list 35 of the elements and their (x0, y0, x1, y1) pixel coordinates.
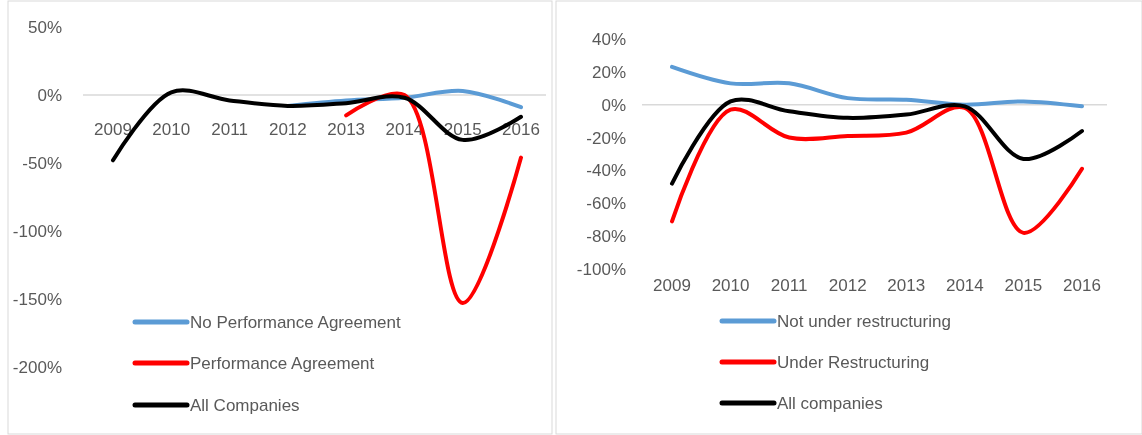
x-tick-label: 2011 (211, 120, 248, 139)
y-tick-label: -200% (12, 357, 62, 377)
x-tick-label: 2014 (945, 275, 984, 295)
legend-label: Not under restructuring (777, 311, 951, 331)
x-tick-label: 2010 (711, 275, 750, 295)
legend-label: All companies (777, 393, 883, 413)
legend-label: No Performance Agreement (190, 312, 401, 332)
y-tick-label: 40% (591, 29, 626, 49)
legend-label: Under Restructuring (777, 352, 930, 372)
y-tick-label: -60% (586, 194, 626, 214)
y-tick-label: -150% (12, 289, 62, 309)
y-tick-label: -80% (586, 227, 626, 247)
x-tick-label: 2011 (770, 275, 808, 295)
x-tick-label: 2012 (828, 275, 867, 295)
line-series (670, 105, 1084, 235)
x-tick-label: 2012 (268, 120, 307, 139)
x-tick-label: 2016 (1063, 275, 1101, 295)
x-tick-label: 2013 (327, 120, 366, 139)
legend-label: All Companies (190, 395, 300, 415)
y-tick-label: 0% (601, 95, 626, 115)
y-tick-label: -100% (576, 259, 626, 279)
y-tick-label: 0% (37, 85, 62, 105)
x-tick-label: 2009 (94, 120, 132, 139)
y-tick-label: 20% (591, 62, 626, 82)
y-tick-label: -100% (12, 221, 62, 241)
x-tick-label: 2009 (653, 275, 691, 295)
y-tick-label: 50% (27, 17, 62, 37)
y-tick-label: -50% (22, 153, 62, 173)
y-tick-label: -40% (586, 161, 626, 181)
line-series (670, 64, 1084, 109)
x-tick-label: 2013 (887, 275, 926, 295)
x-tick-label: 2010 (152, 120, 191, 139)
y-tick-label: -20% (586, 128, 626, 148)
x-tick-label: 2015 (1004, 275, 1043, 295)
legend-label: Performance Agreement (190, 353, 375, 373)
